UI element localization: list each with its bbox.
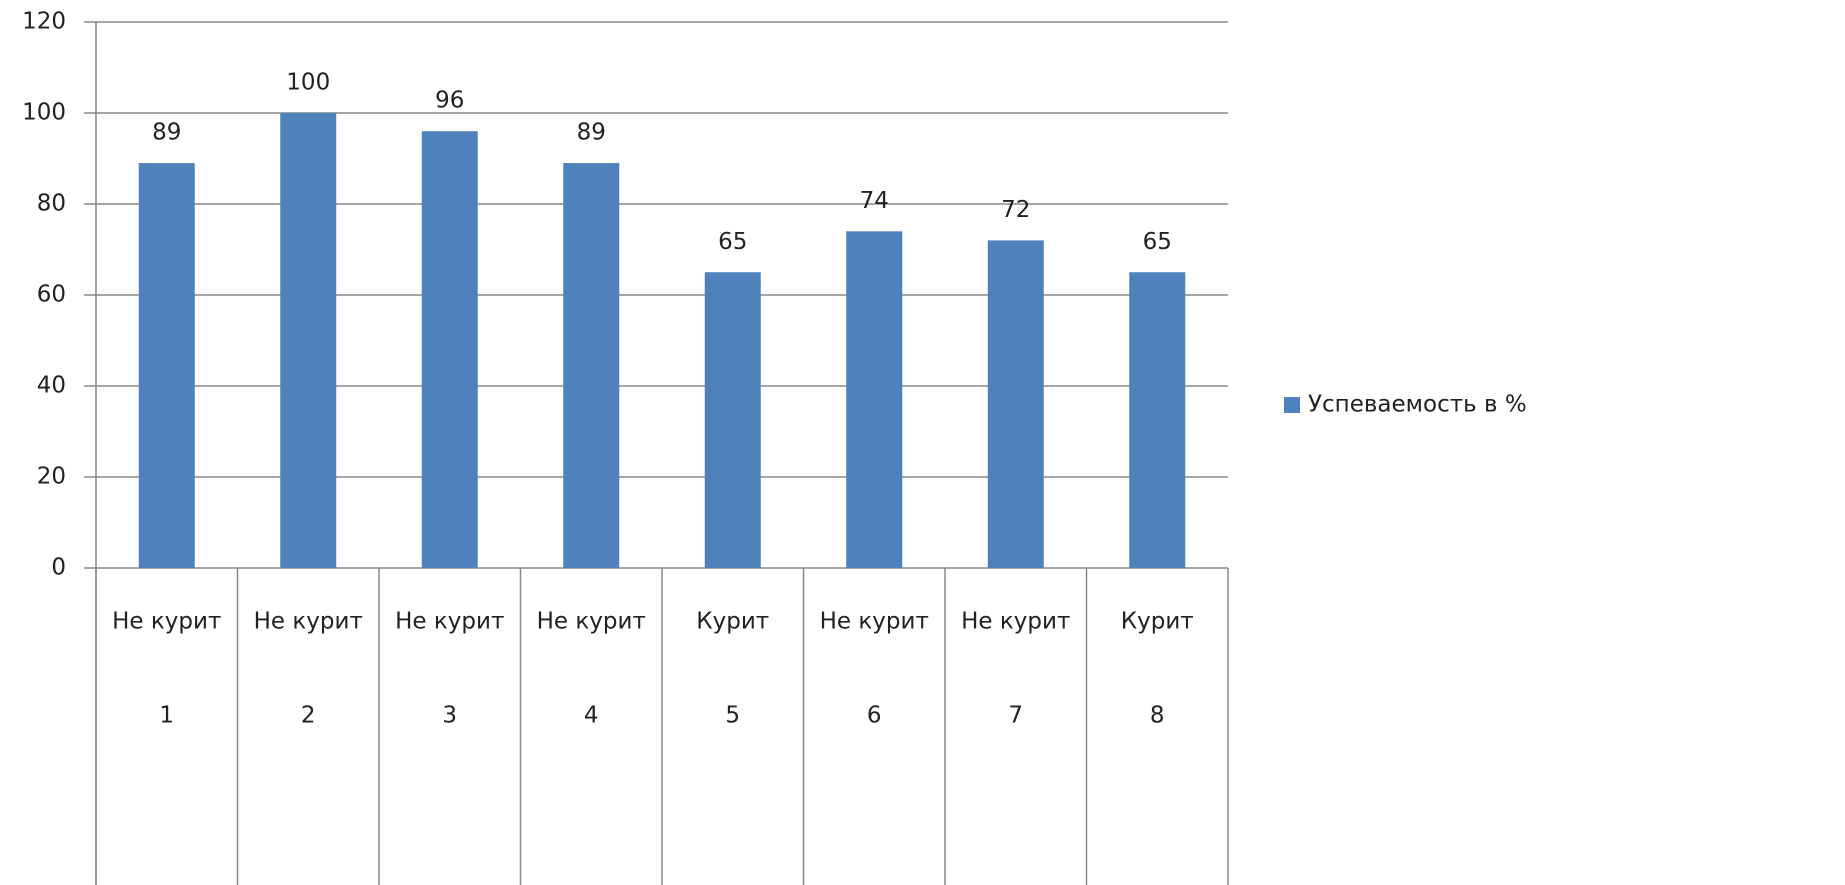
x-tick-label: 8 <box>1150 703 1165 729</box>
legend-label: Успеваемость в % <box>1308 392 1527 418</box>
x-tick-label: 2 <box>301 703 316 729</box>
bar <box>704 272 761 568</box>
x-tick-label: 6 <box>867 703 882 729</box>
y-tick-label: 120 <box>22 9 66 35</box>
y-tick-label: 40 <box>37 373 66 399</box>
data-label: 65 <box>1143 229 1172 255</box>
x-tick-label: 7 <box>1008 703 1023 729</box>
y-tick-label: 80 <box>37 191 66 217</box>
y-tick-label: 20 <box>37 464 66 490</box>
bar <box>421 131 478 568</box>
bar <box>1129 272 1186 568</box>
y-tick-label: 0 <box>51 555 66 581</box>
data-label: 96 <box>435 88 464 114</box>
bar <box>563 163 620 569</box>
legend-swatch <box>1284 397 1300 413</box>
category-group-label: Не курит <box>961 609 1070 635</box>
category-group-label: Не курит <box>537 609 646 635</box>
bar <box>987 240 1044 568</box>
category-group-label: Не курит <box>254 609 363 635</box>
data-label: 74 <box>860 188 889 214</box>
category-group-label: Не курит <box>395 609 504 635</box>
bar <box>138 163 195 569</box>
data-label: 89 <box>577 120 606 146</box>
category-group-label: Курит <box>696 609 769 635</box>
data-label: 65 <box>718 229 747 255</box>
x-tick-label: 4 <box>584 703 599 729</box>
bar <box>280 113 337 568</box>
category-group-label: Не курит <box>112 609 221 635</box>
y-tick-label: 100 <box>22 100 66 126</box>
x-tick-label: 5 <box>725 703 740 729</box>
bar <box>846 231 903 569</box>
category-group-label: Не курит <box>820 609 929 635</box>
data-label: 72 <box>1001 197 1030 223</box>
y-tick-label: 60 <box>37 282 66 308</box>
data-label: 89 <box>152 120 181 146</box>
x-tick-label: 3 <box>442 703 457 729</box>
data-label: 100 <box>286 70 330 96</box>
x-tick-label: 1 <box>159 703 174 729</box>
category-group-label: Курит <box>1121 609 1194 635</box>
